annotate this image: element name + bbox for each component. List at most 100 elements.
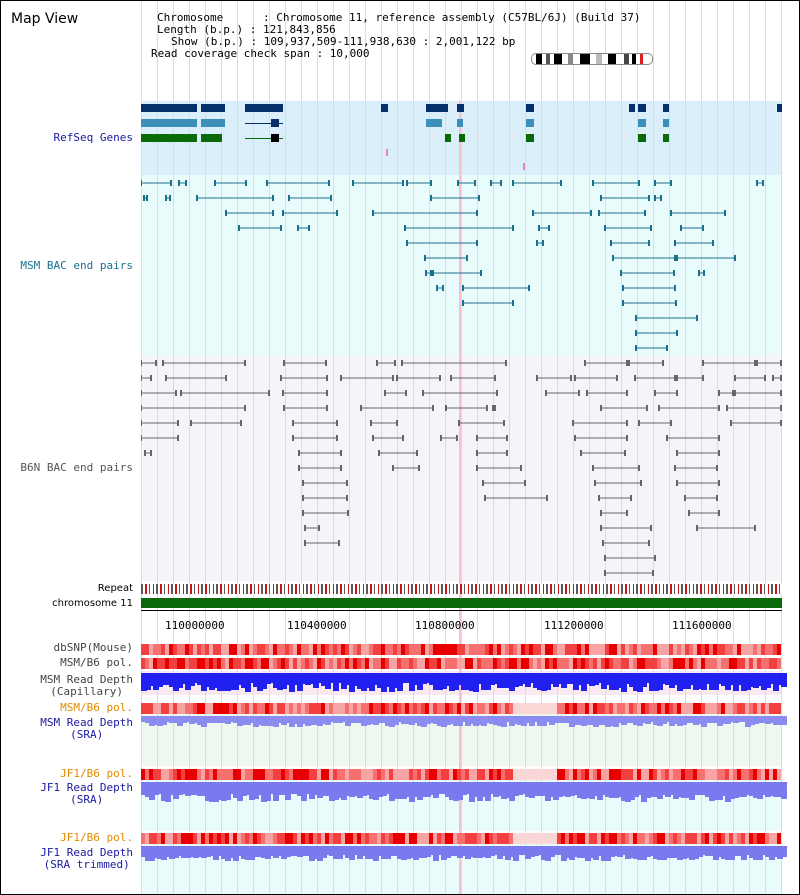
msm-bac-pair-end[interactable]	[592, 180, 594, 186]
msm-bac-pair-end[interactable]	[466, 255, 468, 261]
b6n-bac-pair-end[interactable]	[175, 390, 177, 396]
b6n-bac-pair-end[interactable]	[340, 450, 342, 456]
b6n-bac-pair-end[interactable]	[326, 405, 328, 411]
b6n-bac-pair-end[interactable]	[494, 375, 496, 381]
msm-bac-pair-end[interactable]	[724, 210, 726, 216]
b6n-bac-pair-end[interactable]	[754, 360, 756, 366]
b6n-bac-pair-end[interactable]	[506, 450, 508, 456]
b6n-bac-pair-end[interactable]	[574, 435, 576, 441]
msm-bac-pair-end[interactable]	[442, 285, 444, 291]
b6n-bac-pair-end[interactable]	[592, 465, 594, 471]
b6n-bac-pair-end[interactable]	[396, 375, 398, 381]
msm-bac-pair-end[interactable]	[336, 210, 338, 216]
b6n-bac-pair-end[interactable]	[405, 390, 407, 396]
msm-bac-pair-end[interactable]	[436, 285, 438, 291]
b6n-bac-pair-end[interactable]	[604, 570, 606, 576]
msm-bac-pair-end[interactable]	[214, 180, 216, 186]
msm-b6-pol-sra-heatmap[interactable]	[141, 703, 782, 714]
jf1-b6-pol-label-1[interactable]: JF1/B6 pol.	[60, 767, 133, 780]
b6n-bac-pair-end[interactable]	[346, 480, 348, 486]
msm-bac-pair-end[interactable]	[610, 240, 612, 246]
b6n-bac-pair-end[interactable]	[302, 480, 304, 486]
b6n-bac-pair-end[interactable]	[674, 465, 676, 471]
b6n-bac-pair-end[interactable]	[384, 390, 386, 396]
b6n-bac-pair-end[interactable]	[626, 420, 628, 426]
b6n-bac-pair-end[interactable]	[326, 375, 328, 381]
b6n-bac-pair-end[interactable]	[646, 405, 648, 411]
msm-bac-pair-end[interactable]	[560, 180, 562, 186]
b6n-bac-pair-end[interactable]	[716, 495, 718, 501]
b6n-bac-pair-end[interactable]	[780, 360, 782, 366]
b6n-bac-pair-end[interactable]	[225, 375, 227, 381]
msm-bac-pair-end[interactable]	[143, 195, 145, 201]
msm-bac-pair-end[interactable]	[528, 285, 530, 291]
b6n-bac-pair-end[interactable]	[658, 405, 660, 411]
b6n-bac-pair-end[interactable]	[432, 405, 434, 411]
msm-bac-pair-end[interactable]	[476, 210, 478, 216]
b6n-bac-pair-end[interactable]	[302, 510, 304, 516]
msm-bac-pair-end[interactable]	[622, 300, 624, 306]
msm-bac-pair-end[interactable]	[512, 225, 514, 231]
b6n-bac-pair-end[interactable]	[476, 450, 478, 456]
b6n-bac-pair-end[interactable]	[240, 420, 242, 426]
b6n-bac-pair-end[interactable]	[524, 480, 526, 486]
gene-line[interactable]	[245, 123, 283, 124]
gene-block[interactable]	[271, 119, 279, 127]
b6n-bac-pair-end[interactable]	[654, 555, 656, 561]
b6n-bac-pair-end[interactable]	[340, 465, 342, 471]
b6n-bac-pair-end[interactable]	[244, 405, 246, 411]
b6n-bac-pair-end[interactable]	[626, 510, 628, 516]
gene-block[interactable]	[638, 104, 646, 112]
gene-arrow[interactable]	[663, 104, 669, 112]
b6n-bac-pair-end[interactable]	[676, 375, 678, 381]
b6n-bac-pair-end[interactable]	[282, 390, 284, 396]
msm-bac-pair-end[interactable]	[670, 180, 672, 186]
b6n-bac-pair-end[interactable]	[298, 465, 300, 471]
b6n-bac-pair-end[interactable]	[422, 390, 424, 396]
b6n-bac-pair-end[interactable]	[572, 420, 574, 426]
b6n-bac-pair-end[interactable]	[640, 480, 642, 486]
msm-bac-pair-end[interactable]	[590, 210, 592, 216]
b6n-bac-pair-end[interactable]	[155, 360, 157, 366]
msm-bac-pair-end[interactable]	[352, 180, 354, 186]
b6n-bac-pair-end[interactable]	[702, 375, 704, 381]
gene-arrow[interactable]	[381, 104, 388, 112]
b6n-bac-pair-end[interactable]	[616, 375, 618, 381]
b6n-bac-pair-end[interactable]	[402, 435, 404, 441]
gene-arrow[interactable]	[777, 104, 782, 112]
b6n-bac-pair-end[interactable]	[458, 420, 460, 426]
refseq-genes-label[interactable]: RefSeq Genes	[53, 131, 133, 144]
b6n-bac-pair-end[interactable]	[360, 405, 362, 411]
b6n-bac-pair-end[interactable]	[141, 360, 142, 366]
b6n-bac-pair-end[interactable]	[602, 540, 604, 546]
b6n-bac-pair-end[interactable]	[283, 405, 285, 411]
b6n-bac-pair-end[interactable]	[634, 375, 636, 381]
b6n-bac-pair-end[interactable]	[594, 480, 596, 486]
msm-bac-pair-end[interactable]	[648, 240, 650, 246]
b6n-bac-pair-end[interactable]	[494, 405, 496, 411]
msm-bac-pair-end[interactable]	[734, 255, 736, 261]
b6n-bac-pair-end[interactable]	[630, 495, 632, 501]
msm-bac-pair-end[interactable]	[612, 255, 614, 261]
b6n-bac-pair-end[interactable]	[141, 405, 142, 411]
b6n-bac-pair-end[interactable]	[578, 390, 580, 396]
msm-bac-pair-end[interactable]	[238, 225, 240, 231]
b6n-bac-pair-end[interactable]	[584, 360, 586, 366]
msm-bac-pair-end[interactable]	[165, 195, 167, 201]
b6n-bac-pair-end[interactable]	[150, 450, 152, 456]
msm-bac-pair-end[interactable]	[675, 300, 677, 306]
gene-line[interactable]	[245, 138, 283, 139]
msm-bac-pair-end[interactable]	[598, 210, 600, 216]
b6n-bac-pair-end[interactable]	[440, 435, 442, 441]
gene-arrow[interactable]	[526, 134, 534, 142]
b6n-bac-pair-end[interactable]	[730, 420, 732, 426]
msm-bac-pair-end[interactable]	[178, 180, 180, 186]
b6n-bac-pair-end[interactable]	[376, 360, 378, 366]
b6n-bac-pair-end[interactable]	[734, 390, 736, 396]
msm-bac-pair-end[interactable]	[141, 180, 142, 186]
msm-bac-pair-end[interactable]	[462, 285, 464, 291]
b6n-bac-pair-end[interactable]	[674, 375, 676, 381]
msm-bac-pair-end[interactable]	[372, 210, 374, 216]
msm-bac-pair-end[interactable]	[644, 210, 646, 216]
b6n-bac-pair-end[interactable]	[654, 390, 656, 396]
